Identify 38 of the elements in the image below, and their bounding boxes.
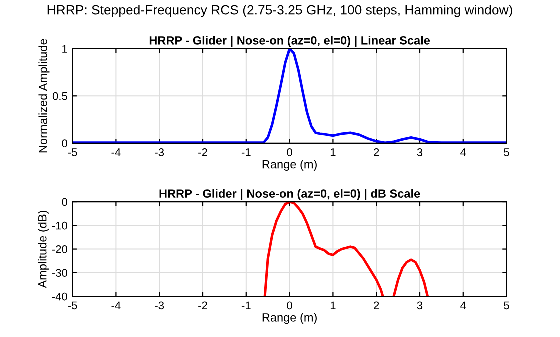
y-axis-title: Normalized Amplitude [38,39,50,153]
x-tick-label: 5 [504,148,510,156]
y-tick-label: -30 [52,269,68,278]
x-tick-label: -2 [198,148,208,156]
x-tick-label: 2 [374,148,380,156]
chart-title: HRRP - Glider | Nose-on (az=0, el=0) | dB Scale [160,189,420,200]
x-tick-label: 4 [460,148,466,156]
y-tick-label: -40 [52,292,68,301]
y-tick-label: 0 [62,198,68,206]
x-tick-label: -4 [112,148,121,156]
x-tick-label: -3 [155,148,164,156]
y-tick-label: -10 [52,222,68,230]
x-tick-label: -4 [112,302,121,310]
text: HRRP: Stepped-Frequency RCS (2.75-3.25 GHz, 100 steps, Hamming window) [48,5,512,18]
x-tick-label: 3 [417,302,423,310]
y-tick-label: 0 [62,140,68,148]
x-tick-label: 5 [504,302,510,310]
x-tick-label: -2 [198,302,208,310]
x-tick-label: -5 [68,148,78,156]
x-axis-title: Range (m) [262,313,317,324]
y-tick-label: 0.5 [52,92,68,100]
x-tick-label: 0 [287,302,292,310]
chart-title: HRRP - Glider | Nose-on (az=0, el=0) | Linear Scale [150,36,430,48]
line-series [72,48,507,144]
x-tick-label: 1 [330,302,336,310]
x-axis-title: Range (m) [262,160,317,172]
y-tick-label: -20 [52,246,68,254]
x-tick-label: -5 [68,302,78,310]
x-tick-label: -3 [155,302,164,310]
x-tick-label: -1 [242,148,251,156]
x-tick-label: 1 [330,148,336,156]
x-tick-label: 2 [374,302,380,310]
x-tick-label: 3 [417,148,423,156]
x-tick-label: 0 [287,148,292,156]
y-axis-title: Amplitude (dB) [38,210,50,288]
x-tick-label: -1 [242,302,251,310]
y-tick-label: 1 [62,45,68,53]
x-tick-label: 4 [460,302,466,310]
